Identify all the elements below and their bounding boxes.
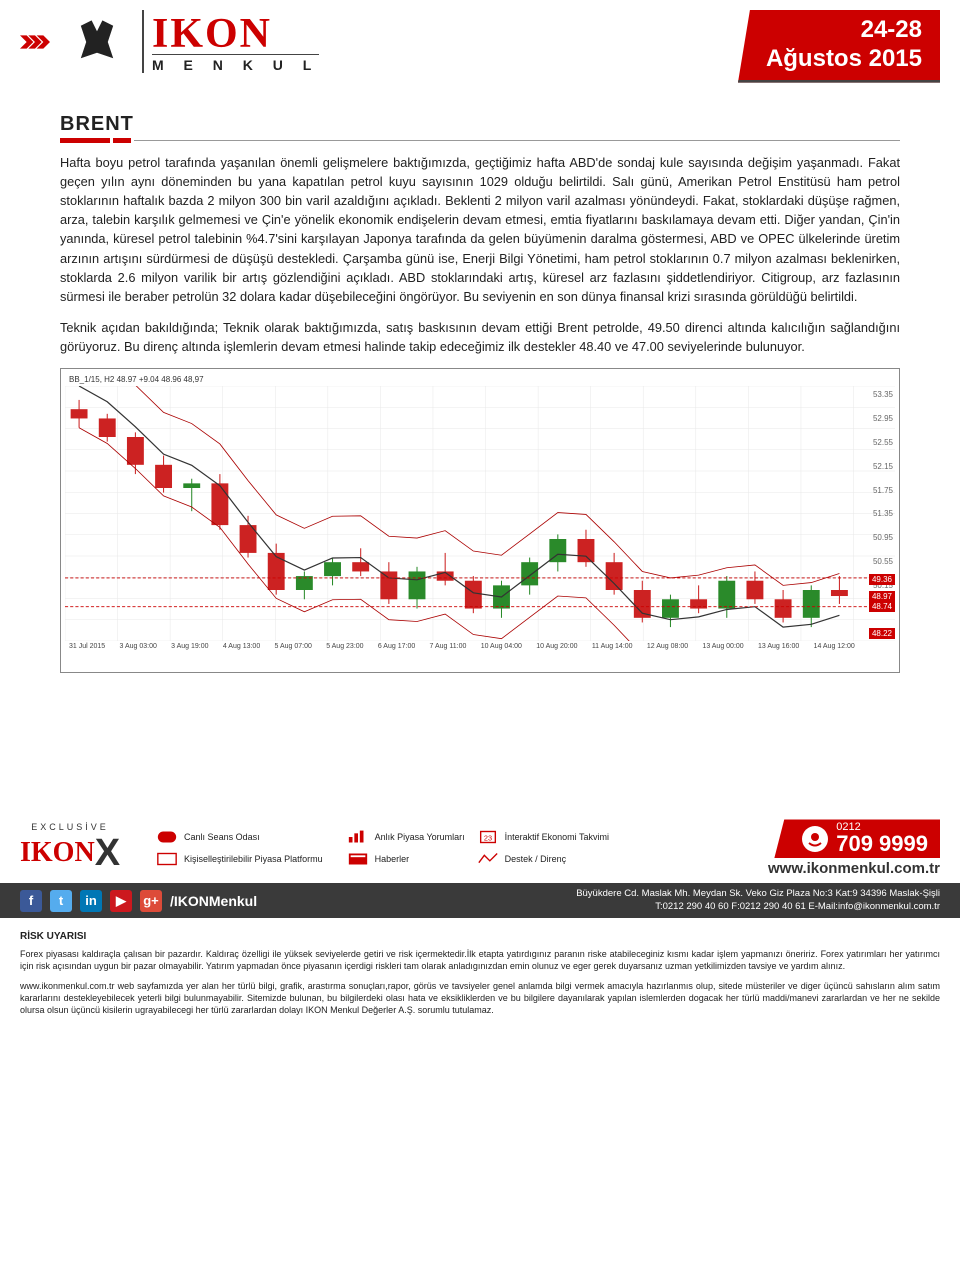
feature-kisisel: Kişiselleştirilebilir Piyasa Platformu [156, 851, 323, 867]
risk-title: RİSK UYARISI [20, 930, 940, 944]
feature-haberler: Haberler [347, 851, 465, 867]
date-line-1: 24-28 [766, 16, 922, 45]
paragraph-2: Teknik açıdan bakıldığında; Teknik olara… [60, 318, 900, 356]
logo-sub: M E N K U L [152, 54, 319, 73]
risk-p2: www.ikonmenkul.com.tr web sayfamızda yer… [20, 980, 940, 1016]
section-header: BRENT [60, 113, 900, 143]
googleplus-icon[interactable]: g+ [140, 890, 162, 912]
phone-box: 0212 709 9999 www.ikonmenkul.com.tr [768, 819, 940, 877]
logo-area: IKON M E N K U L [20, 10, 319, 73]
chart-body: 53.3552.9552.5552.1551.7551.3550.9550.55… [65, 386, 895, 641]
feature-icons-1: Canlı Seans Odası Anlık Piyasa Yorumları… [156, 829, 465, 867]
feature-interaktif: 23İnteraktif Ekonomi Takvimi [477, 829, 609, 845]
feature-destek: Destek / Direnç [477, 851, 609, 867]
marker-d: 48.22 [869, 628, 895, 639]
exclusive-label: EXCLUSİVE [31, 822, 109, 832]
price-chart: BB_1/15, H2 48.97 +9.04 48.96 48,97 53.3… [60, 368, 900, 673]
marker-a: 49.36 [869, 574, 895, 585]
risk-p1: Forex piyasası kaldıraçla çalısan bir pa… [20, 948, 940, 972]
chart-svg [65, 386, 895, 641]
chevron-icon [20, 22, 60, 62]
address: Büyükdere Cd. Maslak Mh. Meydan Sk. Veko… [576, 888, 940, 913]
social-handle: /IKONMenkul [170, 893, 257, 909]
chart-header: BB_1/15, H2 48.97 +9.04 48.96 48,97 [65, 373, 895, 386]
twitter-icon[interactable]: t [50, 890, 72, 912]
date-line-2: Ağustos 2015 [766, 45, 922, 74]
body-text: Hafta boyu petrol tarafında yaşanılan ön… [60, 153, 900, 357]
page-header: IKON M E N K U L 24-28 Ağustos 2015 [0, 0, 960, 83]
exclusive-main: IKON [20, 837, 95, 869]
footer-top: EXCLUSİVE IKON X Canlı Seans Odası Anlık… [0, 813, 960, 883]
svg-text:23: 23 [484, 834, 492, 843]
headset-icon [802, 826, 828, 852]
feature-canli: Canlı Seans Odası [156, 829, 323, 845]
logo-text: IKON M E N K U L [142, 10, 319, 73]
date-badge: 24-28 Ağustos 2015 [738, 10, 940, 83]
phone-number: 709 9999 [836, 833, 928, 855]
phone-badge: 0212 709 9999 [774, 819, 940, 858]
exclusive-logo: EXCLUSİVE IKON X [20, 822, 120, 875]
facebook-icon[interactable]: f [20, 890, 42, 912]
section-underline [60, 138, 900, 143]
address-line-1: Büyükdere Cd. Maslak Mh. Meydan Sk. Veko… [576, 888, 940, 900]
website: www.ikonmenkul.com.tr [768, 860, 940, 877]
youtube-icon[interactable]: ▶ [110, 890, 132, 912]
x-axis-labels: 31 Jul 20153 Aug 03:003 Aug 19:004 Aug 1… [65, 641, 895, 652]
logo-main: IKON [152, 11, 272, 57]
feature-icons-2: 23İnteraktif Ekonomi Takvimi Destek / Di… [477, 829, 609, 867]
section-title: BRENT [60, 113, 900, 136]
footer: EXCLUSİVE IKON X Canlı Seans Odası Anlık… [0, 813, 960, 1036]
feature-anlik: Anlık Piyasa Yorumları [347, 829, 465, 845]
risk-warning: RİSK UYARISI Forex piyasası kaldıraçla ç… [0, 918, 960, 1036]
linkedin-icon[interactable]: in [80, 890, 102, 912]
marker-c: 48.74 [869, 601, 895, 612]
x-icon: X [95, 832, 120, 875]
social-row: f t in ▶ g+ /IKONMenkul Büyükdere Cd. Ma… [0, 883, 960, 918]
paragraph-1: Hafta boyu petrol tarafında yaşanılan ön… [60, 153, 900, 307]
lion-icon [70, 15, 124, 69]
address-line-2: T:0212 290 40 60 F:0212 290 40 61 E-Mail… [576, 901, 940, 913]
